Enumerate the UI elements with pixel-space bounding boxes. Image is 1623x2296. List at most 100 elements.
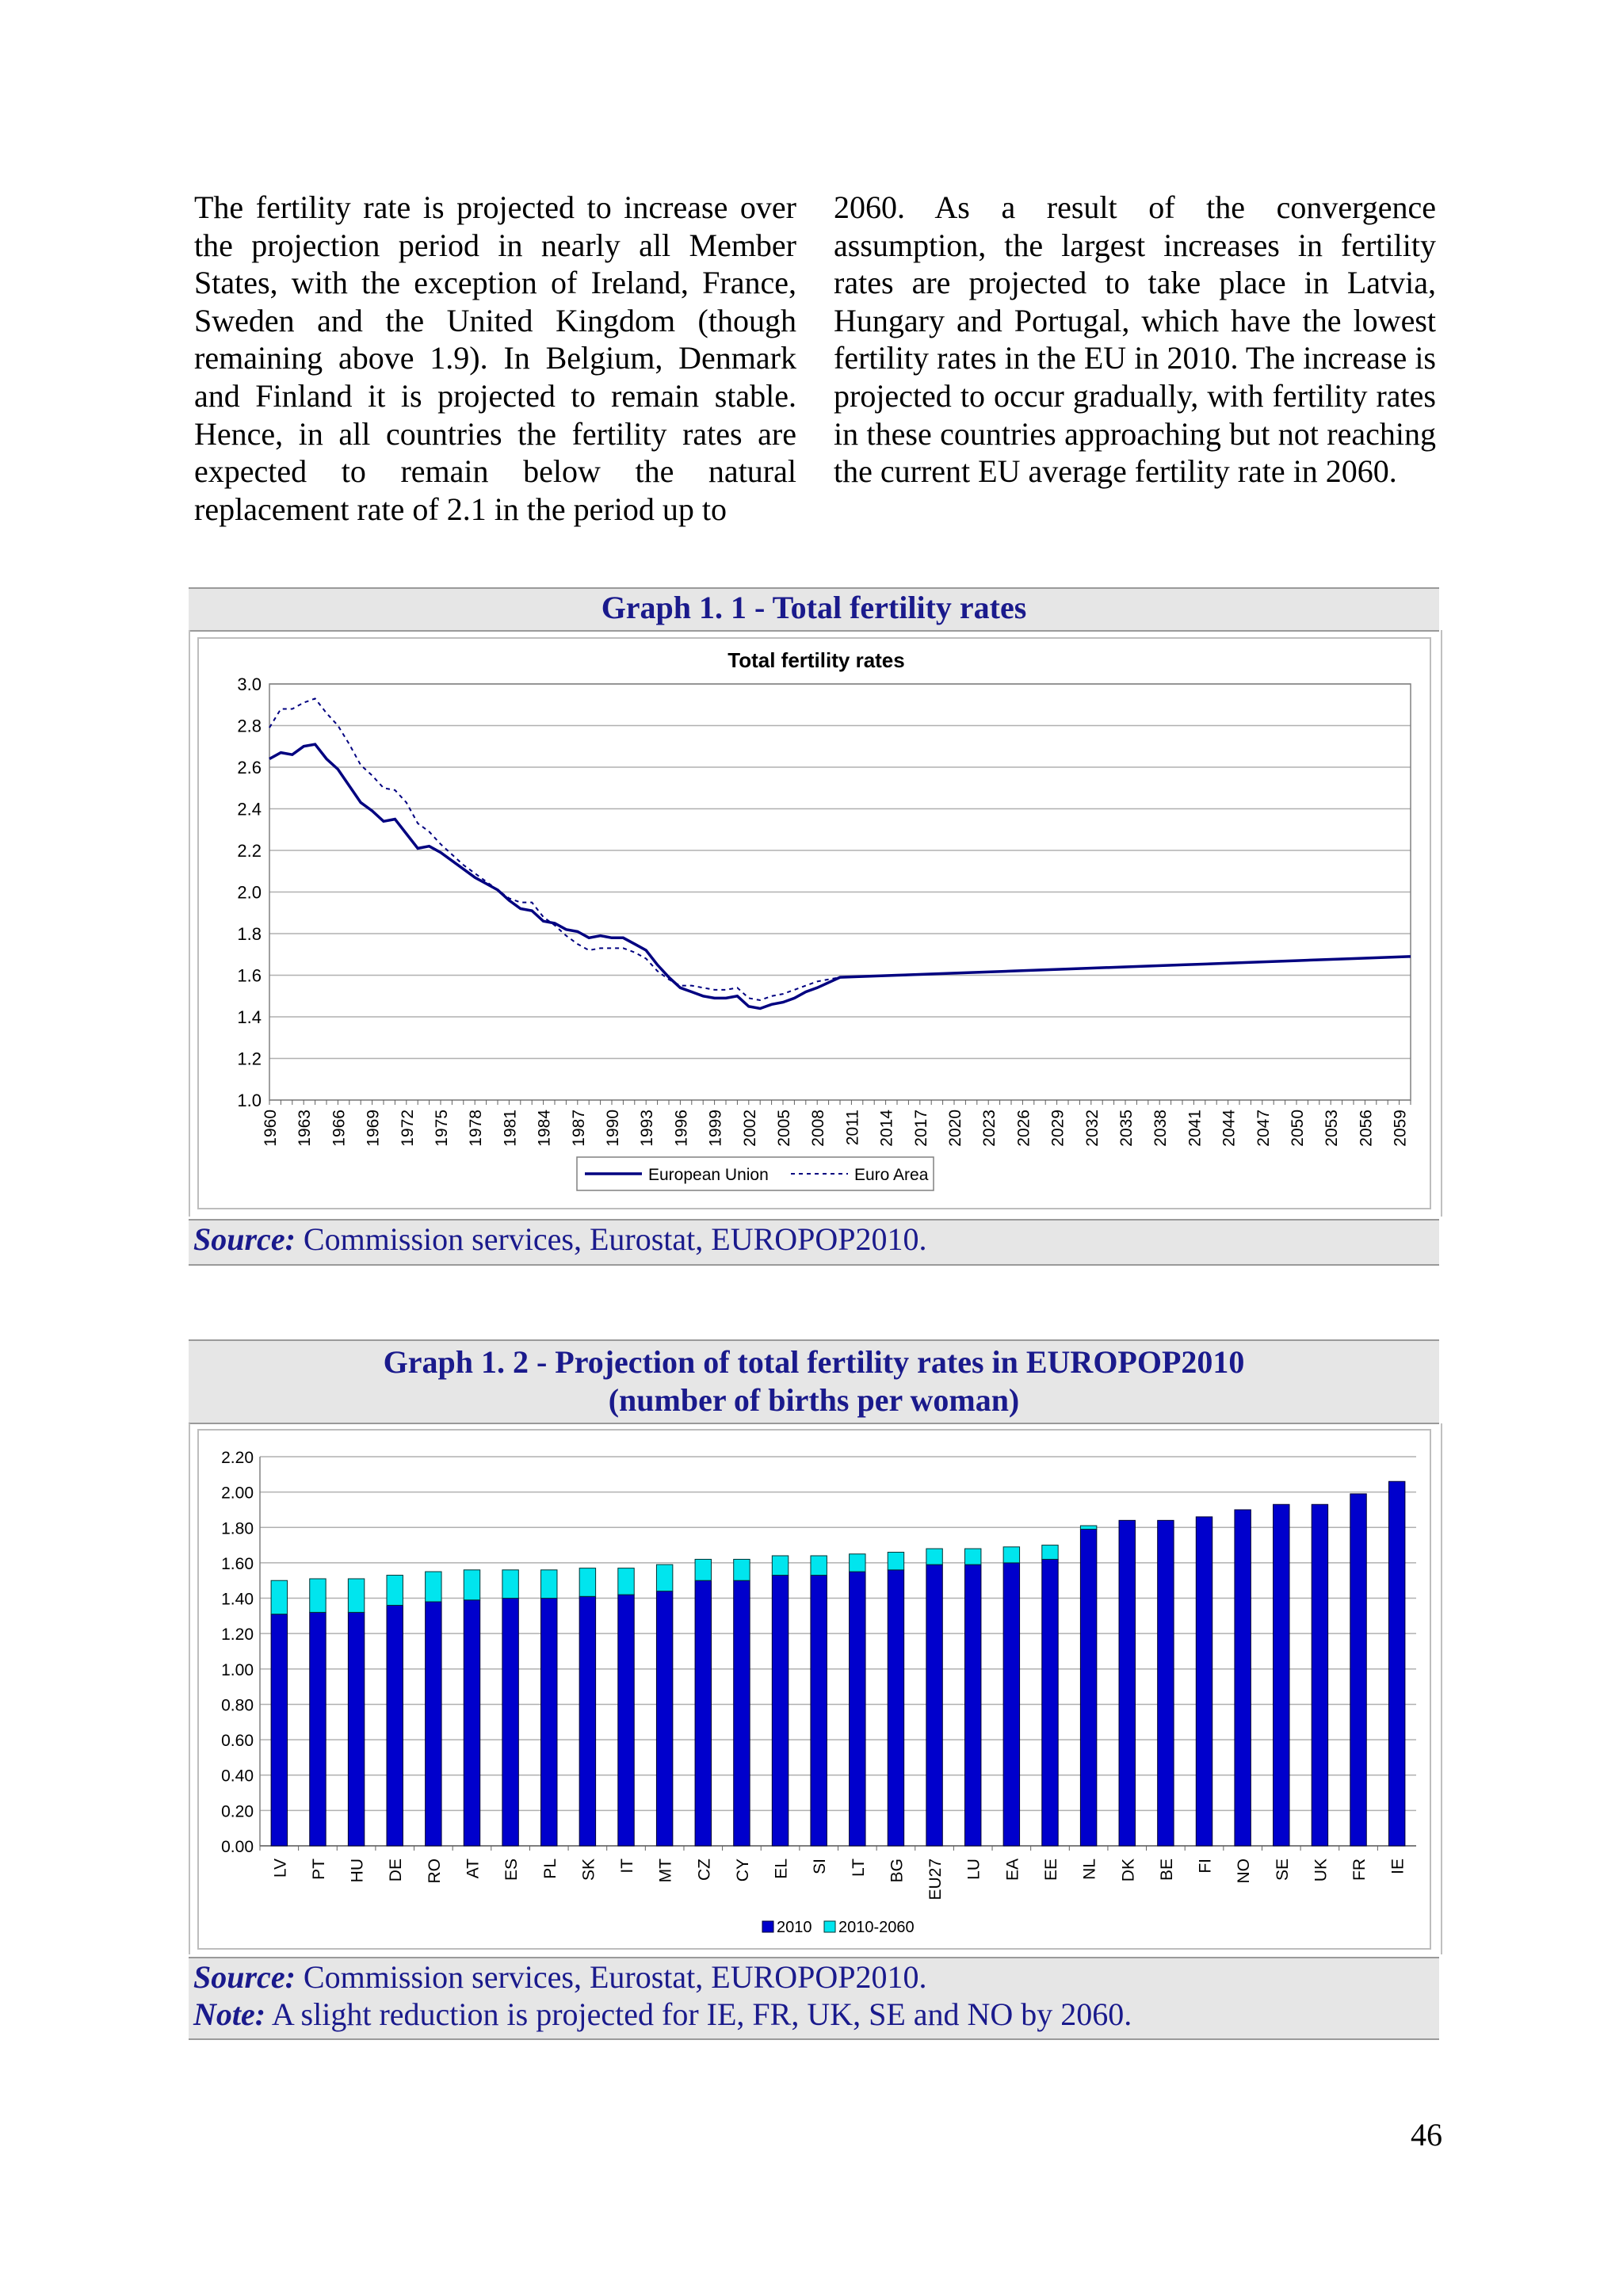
bar-2010-2060 [347,1578,365,1613]
y-tick-label: 2.4 [237,800,262,819]
x-tick-label: PL [541,1859,559,1879]
y-tick-label: 1.2 [237,1049,262,1069]
x-tick-label: 1996 [672,1110,690,1147]
bar-2010 [1002,1562,1021,1847]
bar-2010 [887,1569,905,1847]
bar-2010-2060 [309,1578,327,1613]
bar-2010-2060 [617,1568,635,1595]
bar-2010 [463,1599,481,1847]
bar-2010 [309,1611,327,1847]
note-text: A slight reduction is projected for IE, … [265,1996,1132,2032]
y-tick-label: 0.20 [221,1802,254,1820]
body-text-left-column: The fertility rate is projected to incre… [194,189,796,527]
x-tick-label: 2044 [1220,1110,1239,1147]
bar-2010-2060 [926,1548,943,1565]
bar-2010 [1234,1509,1251,1847]
x-tick-label: DE [387,1859,405,1881]
x-tick-label: DK [1119,1859,1137,1881]
y-tick-label: 3.0 [237,674,262,694]
bar-2010 [926,1564,943,1847]
x-tick-label: 2056 [1357,1110,1375,1147]
graph2-heading-line2: (number of births per woman) [608,1382,1020,1418]
y-tick-label: 0.40 [221,1767,254,1786]
bar-2010-2060 [849,1553,866,1572]
y-tick-label: 2.8 [237,716,262,736]
x-tick-label: LU [965,1859,983,1880]
x-tick-label: MT [657,1859,675,1882]
x-tick-label: 2035 [1117,1110,1136,1147]
x-tick-label: BE [1158,1859,1176,1881]
bar-2010-2060 [270,1580,288,1615]
graph1-chart-area: Total fertility rates 1.0 1.2 1.4 1.6 1.8 2.0 2… [189,630,1442,1217]
legend-label-european-union: European Union [648,1166,769,1184]
x-tick-label: 1963 [296,1110,314,1147]
graph2-heading-line1: Graph 1. 2 - Projection of total fertili… [383,1344,1245,1380]
bar-2010 [810,1575,827,1847]
bar-2010 [1388,1480,1406,1847]
x-tick-label: BG [888,1859,906,1882]
x-tick-label: HU [349,1859,367,1882]
bar-2010-2060 [964,1548,982,1565]
bar-2010 [617,1594,635,1847]
bar-2010 [1273,1503,1290,1847]
bar-2010 [1118,1519,1136,1847]
bar-2010-2060 [887,1552,905,1571]
bar-2010-2060 [1041,1545,1059,1560]
x-tick-label: 2029 [1049,1110,1067,1147]
x-tick-label: SI [811,1859,829,1874]
y-tick-label: 1.80 [221,1519,254,1538]
y-tick-label: 1.60 [221,1555,254,1573]
bar-2010 [425,1601,442,1847]
graph1-heading: Graph 1. 1 - Total fertility rates [189,587,1439,632]
x-tick-label: CY [734,1859,752,1881]
x-tick-label: FI [1197,1859,1215,1874]
x-tick-label: 1987 [570,1110,588,1147]
bar-2010 [733,1580,750,1847]
y-tick-label: 2.20 [221,1449,254,1467]
x-tick-label: PT [310,1859,328,1880]
source-text: Commission services, Eurostat, EUROPOP20… [295,1221,927,1257]
x-tick-label: 2059 [1392,1110,1410,1147]
page-number: 46 [1411,2117,1442,2153]
x-tick-label: EA [1003,1859,1022,1881]
bar-2010-2060 [655,1564,674,1592]
bar-2010-2060 [733,1558,750,1581]
bar-2010 [270,1614,288,1847]
bar-2010-2060 [1079,1525,1098,1530]
chart-frame [197,637,1431,1209]
y-tick-label: 1.20 [221,1626,254,1644]
bar-2010 [540,1598,558,1847]
graph2-source: Source: Commission services, Eurostat, E… [189,1957,1439,2040]
source-label: Source: [193,1959,296,1995]
x-tick-label: 2047 [1254,1110,1273,1147]
x-tick-label: 1978 [467,1110,485,1147]
bar-2010 [655,1591,674,1847]
x-tick-label: EE [1042,1859,1060,1881]
x-tick-label: 1984 [536,1110,554,1147]
y-tick-label: 2.2 [237,841,262,861]
legend-swatch-2010-2060 [823,1920,836,1933]
legend-label-euro-area: Euro Area [854,1166,929,1184]
y-tick-label: 0.60 [221,1732,254,1750]
x-tick-label: ES [502,1859,521,1881]
y-tick-label: 1.0 [237,1091,262,1110]
bar-2010 [1079,1529,1098,1847]
x-tick-label: 2020 [946,1110,964,1147]
x-tick-label: 1990 [604,1110,622,1147]
bar-2010-2060 [463,1569,481,1601]
x-tick-label: EL [773,1859,791,1879]
bar-2010 [386,1604,403,1847]
bar-2010 [1350,1493,1367,1847]
x-tick-label: LT [850,1859,868,1877]
bar-2010 [1041,1558,1059,1847]
x-tick-label: LV [271,1859,289,1878]
y-tick-label: 2.00 [221,1484,254,1503]
x-tick-label: SE [1274,1859,1292,1881]
x-tick-label: RO [426,1859,444,1884]
line-chart-total-fertility-rates: Total fertility rates 1.0 1.2 1.4 1.6 1.8 2.0 2… [197,637,1431,1209]
x-tick-label: FR [1350,1859,1369,1881]
y-tick-label: 2.0 [237,883,262,903]
x-tick-label: 1981 [501,1110,519,1147]
y-tick-label: 1.4 [237,1007,262,1027]
x-tick-label: UK [1312,1859,1330,1881]
